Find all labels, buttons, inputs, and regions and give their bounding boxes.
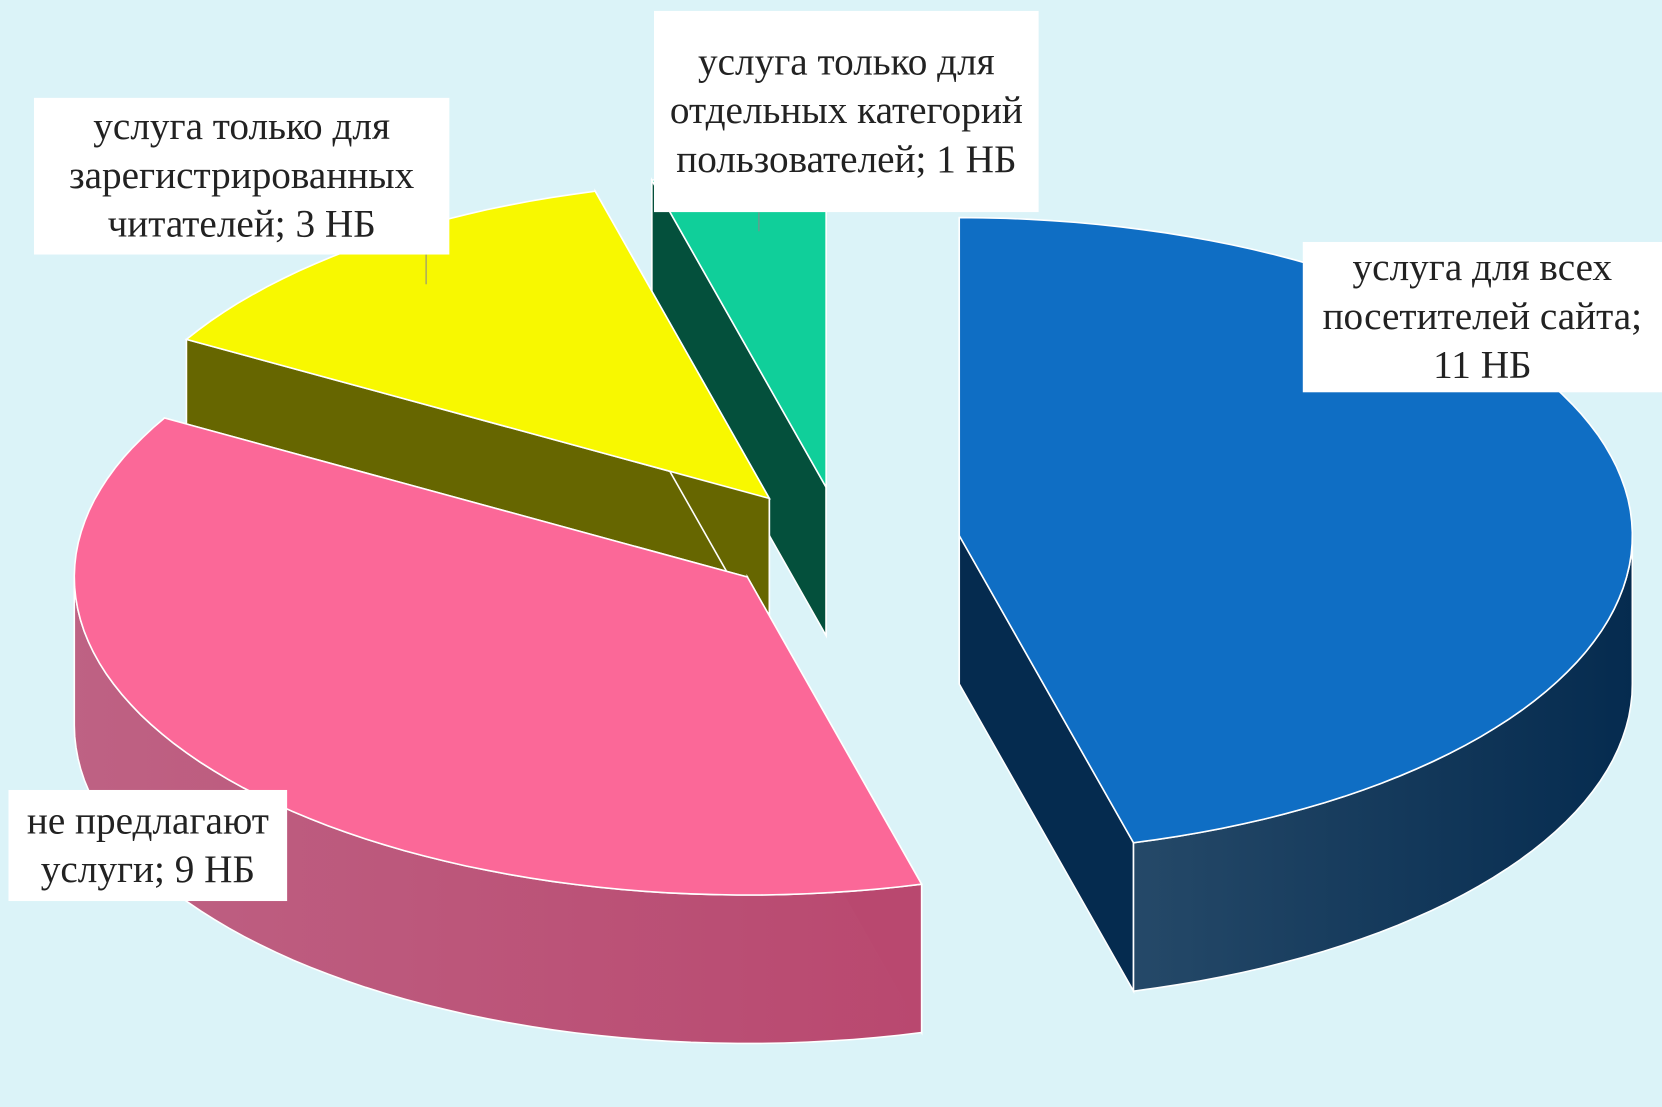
pie-slice [73, 416, 923, 1045]
data-label: услуга для всех посетителей сайта; 11 НБ [1302, 241, 1662, 393]
data-label-box: услуга для всех посетителей сайта; 11 НБ [1302, 241, 1662, 393]
slice-top [73, 417, 923, 896]
data-label-box: услуга только для зарегистрированных чит… [33, 97, 450, 255]
data-label: не предлагают услуги; 9 НБ [8, 789, 288, 902]
data-label-box: не предлагают услуги; 9 НБ [8, 789, 288, 902]
data-label: услуга только для отдельных категорий по… [653, 10, 1039, 213]
pie [73, 168, 1634, 1045]
labels: услуга для всех посетителей сайта; 11 НБ… [8, 10, 1662, 902]
data-label-box: услуга только для отдельных категорий по… [653, 10, 1039, 213]
data-label: услуга только для зарегистрированных чит… [33, 97, 450, 255]
